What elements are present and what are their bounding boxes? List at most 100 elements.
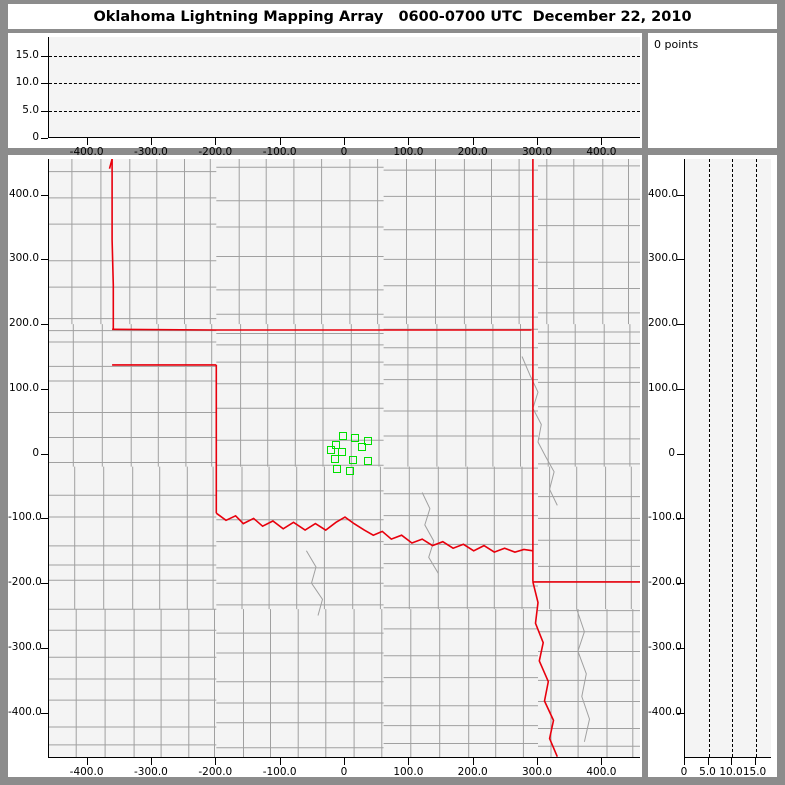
lma-station-marker bbox=[351, 434, 360, 443]
x-axis-tick-label: 0 bbox=[340, 146, 348, 158]
y-axis-tick bbox=[677, 647, 684, 649]
lma-station-marker bbox=[331, 440, 340, 449]
map-plot-area[interactable] bbox=[48, 159, 640, 758]
lma-station-marker bbox=[330, 455, 339, 464]
y-axis-tick-label: 0 bbox=[32, 446, 39, 459]
y-axis-tick-label: -100.0 bbox=[648, 511, 682, 524]
station-marker-layer bbox=[49, 159, 640, 757]
y-axis-tick-label: -300.0 bbox=[648, 640, 682, 653]
grid-line-vertical bbox=[732, 159, 734, 757]
x-axis-tick bbox=[150, 758, 152, 765]
y-axis-tick bbox=[41, 138, 48, 139]
y-axis-tick bbox=[677, 712, 684, 714]
y-axis-tick-label: -200.0 bbox=[8, 576, 42, 589]
y-axis-tick-label: 0 bbox=[668, 446, 675, 459]
y-axis-tick bbox=[677, 194, 684, 196]
state-boundary-ok-ks bbox=[112, 329, 531, 330]
x-axis-tick-label: 100.0 bbox=[393, 766, 424, 778]
y-axis-tick-label: 15.0 bbox=[15, 49, 39, 62]
x-axis-tick bbox=[537, 138, 539, 145]
state-boundary-tx-ar bbox=[533, 582, 557, 757]
x-axis-tick bbox=[707, 758, 709, 765]
lma-station-marker bbox=[364, 457, 373, 466]
y-axis-tick-label: -200.0 bbox=[648, 576, 682, 589]
x-axis-tick bbox=[472, 758, 474, 765]
x-axis-tick-label: 0 bbox=[340, 766, 348, 778]
y-axis-tick-label: 300.0 bbox=[648, 252, 679, 265]
x-axis-tick-label: 15.0 bbox=[742, 766, 767, 778]
y-axis-tick bbox=[41, 259, 48, 261]
y-axis-tick bbox=[41, 56, 48, 58]
title-bar: Oklahoma Lightning Mapping Array 0600-07… bbox=[8, 4, 777, 29]
y-axis-tick bbox=[41, 110, 48, 112]
grid-line-vertical bbox=[755, 159, 757, 757]
lma-station-marker bbox=[358, 443, 367, 452]
y-axis-tick-label: 200.0 bbox=[8, 317, 39, 330]
grid-line-horizontal bbox=[49, 83, 640, 85]
y-axis-tick-label: 300.0 bbox=[8, 252, 39, 265]
grid-line-horizontal bbox=[49, 110, 640, 112]
x-axis-tick bbox=[344, 138, 345, 145]
y-axis-tick-label: -100.0 bbox=[8, 511, 42, 524]
y-axis-tick bbox=[677, 518, 684, 520]
point-count-label: 0 points bbox=[654, 38, 699, 51]
y-axis-tick bbox=[41, 453, 48, 455]
time-height-panel: 0 5.0 10.0 15.0 -400.0 -300.0 -200.0 -100.0 0 100… bbox=[8, 33, 642, 158]
x-axis-tick bbox=[408, 758, 410, 765]
y-axis-tick-label: 200.0 bbox=[648, 317, 679, 330]
river-line bbox=[577, 609, 590, 742]
x-axis-tick bbox=[279, 138, 281, 145]
river-line bbox=[306, 551, 322, 616]
lma-station-marker bbox=[327, 446, 336, 455]
x-axis-tick-label: 10.0 bbox=[719, 766, 743, 778]
x-axis-tick bbox=[215, 758, 217, 765]
x-axis-tick-label: 0 bbox=[680, 766, 688, 778]
y-axis-tick-label: 100.0 bbox=[648, 381, 679, 394]
x-axis-tick bbox=[150, 138, 152, 145]
y-axis-tick bbox=[41, 518, 48, 520]
y-axis-tick-label: 400.0 bbox=[648, 187, 679, 200]
river-line bbox=[522, 357, 557, 506]
x-axis-tick bbox=[344, 758, 345, 765]
y-axis-tick-label: 5.0 bbox=[22, 103, 39, 116]
y-axis-tick bbox=[41, 712, 48, 714]
map-geography-layer bbox=[49, 159, 640, 757]
page-title: Oklahoma Lightning Mapping Array 0600-07… bbox=[93, 8, 692, 25]
y-axis-tick-label: -400.0 bbox=[648, 705, 682, 718]
time-height-plot-area[interactable] bbox=[48, 37, 640, 138]
y-axis-tick bbox=[677, 583, 684, 585]
y-axis-tick bbox=[677, 324, 684, 326]
x-axis-tick-label: -300.0 bbox=[134, 766, 168, 778]
y-axis-tick bbox=[41, 388, 48, 390]
east-height-plot-area[interactable] bbox=[684, 159, 771, 758]
grid-line-horizontal bbox=[49, 56, 640, 58]
y-axis-tick bbox=[41, 647, 48, 649]
x-axis-tick-label: 300.0 bbox=[522, 766, 553, 778]
x-axis-tick bbox=[601, 758, 603, 765]
state-boundary-nw bbox=[110, 159, 113, 169]
x-axis-tick-label: -400.0 bbox=[69, 766, 104, 778]
y-axis-tick-label: 0 bbox=[32, 131, 39, 143]
x-axis-tick bbox=[86, 138, 88, 145]
x-axis-tick bbox=[279, 758, 281, 765]
lma-station-marker bbox=[339, 432, 348, 441]
x-axis-tick bbox=[731, 758, 733, 765]
y-axis-tick-label: 400.0 bbox=[8, 187, 39, 200]
x-axis-tick bbox=[215, 138, 217, 145]
river-line bbox=[422, 493, 438, 574]
y-axis-tick-label: 100.0 bbox=[8, 381, 39, 394]
x-axis-tick bbox=[601, 138, 603, 145]
y-axis-tick bbox=[677, 388, 684, 390]
y-axis-tick bbox=[677, 259, 684, 261]
x-axis-tick bbox=[684, 758, 685, 765]
grid-line-vertical bbox=[708, 159, 710, 757]
x-axis-tick-label: -200.0 bbox=[198, 766, 233, 778]
x-axis-tick-label: 400.0 bbox=[586, 766, 617, 778]
lma-station-marker bbox=[348, 456, 357, 465]
x-axis-tick bbox=[537, 758, 539, 765]
x-axis-tick-label: -100.0 bbox=[262, 766, 297, 778]
x-axis-tick-label: 200.0 bbox=[457, 766, 488, 778]
map-panel: 400.0 300.0 200.0 100.0 0 -100.0 -200.0 -300.0 -… bbox=[8, 155, 642, 778]
y-axis-tick bbox=[41, 194, 48, 196]
